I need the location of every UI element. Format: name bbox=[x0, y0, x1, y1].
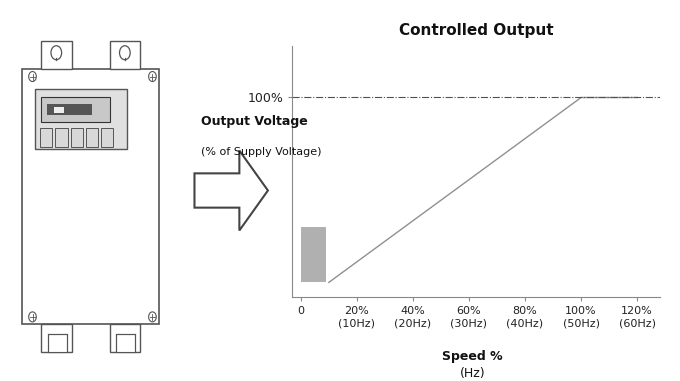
Bar bbox=[301, 227, 326, 282]
Bar bbox=[41, 42, 71, 69]
Bar bbox=[109, 42, 140, 69]
Circle shape bbox=[29, 72, 36, 82]
Bar bbox=[41, 96, 109, 122]
Bar bbox=[71, 128, 83, 147]
Circle shape bbox=[29, 312, 36, 322]
Circle shape bbox=[51, 46, 62, 60]
Bar bbox=[54, 107, 64, 113]
Text: Output Voltage: Output Voltage bbox=[201, 115, 307, 128]
Text: (% of Supply Voltage): (% of Supply Voltage) bbox=[201, 147, 321, 157]
Bar bbox=[109, 324, 140, 352]
Bar bbox=[22, 69, 159, 324]
Bar bbox=[48, 335, 67, 352]
Title: Controlled Output: Controlled Output bbox=[398, 22, 554, 38]
Bar bbox=[101, 128, 114, 147]
Text: (Hz): (Hz) bbox=[460, 367, 486, 380]
Bar bbox=[86, 128, 98, 147]
Text: Speed %: Speed % bbox=[442, 350, 503, 363]
Bar bbox=[41, 324, 71, 352]
Circle shape bbox=[149, 72, 156, 82]
Bar bbox=[55, 128, 68, 147]
Bar bbox=[116, 335, 135, 352]
Circle shape bbox=[149, 312, 156, 322]
Bar bbox=[35, 89, 126, 149]
Bar bbox=[47, 104, 92, 115]
Polygon shape bbox=[194, 150, 268, 231]
Bar bbox=[40, 128, 52, 147]
Circle shape bbox=[120, 46, 130, 60]
